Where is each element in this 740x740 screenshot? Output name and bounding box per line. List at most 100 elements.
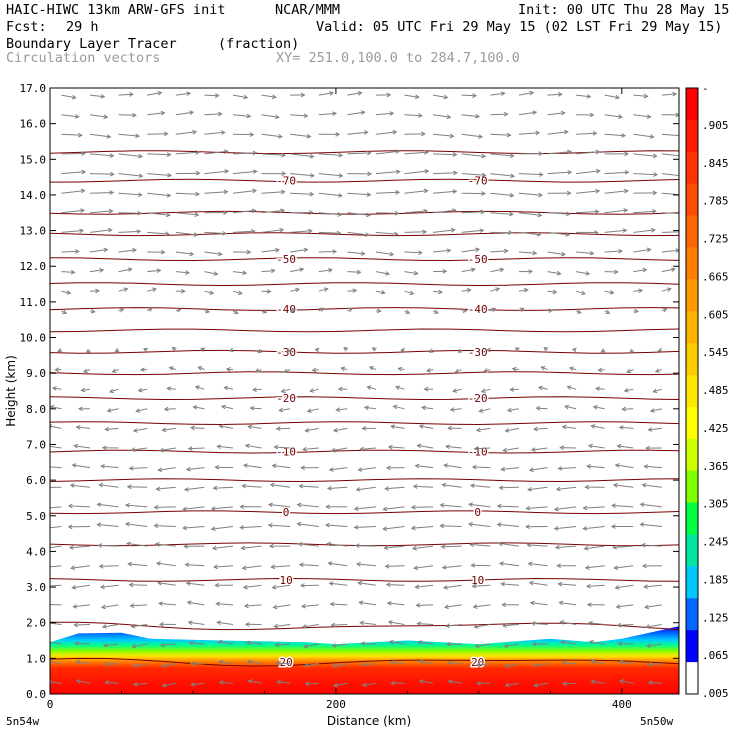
wind-vector-head [497, 541, 503, 547]
wind-vector-head [43, 565, 47, 569]
wind-vector [540, 366, 548, 371]
wind-vector-head [243, 603, 249, 609]
wind-vector-shaft [547, 290, 557, 293]
wind-vector [154, 542, 176, 547]
wind-vector [267, 502, 291, 508]
wind-vector [114, 347, 120, 353]
wind-vector [404, 150, 429, 155]
wind-vector-head [500, 581, 506, 587]
wind-vector [490, 230, 513, 235]
wind-vector-shaft [479, 408, 491, 412]
wind-vector [547, 92, 563, 97]
wind-vector [332, 427, 348, 433]
wind-vector-head [360, 110, 366, 115]
wind-vector-head [449, 407, 455, 412]
wind-vector [261, 208, 286, 214]
wind-vector-shaft [497, 523, 519, 527]
wind-vector [375, 271, 391, 276]
wind-vector [556, 563, 577, 569]
wind-vector-shaft [331, 624, 348, 626]
wind-vector-head [213, 564, 218, 570]
wind-vector [182, 506, 205, 512]
wind-vector-shaft [240, 526, 262, 529]
wind-vector [225, 367, 234, 372]
wind-vector-head [423, 188, 429, 194]
wind-vector-shaft [268, 524, 291, 527]
forecast-hour: 29 h [66, 19, 99, 35]
wind-vector-head [530, 447, 536, 452]
colorbar-swatch [686, 598, 698, 631]
wind-vector-shaft [541, 366, 548, 371]
wind-vector-shaft [358, 582, 376, 586]
contour-line [50, 371, 679, 376]
wind-vector [423, 386, 434, 392]
wind-vector [261, 189, 286, 195]
wind-vector-shaft [302, 624, 319, 628]
wind-vector-head [73, 443, 79, 449]
wind-vector [461, 153, 487, 159]
wind-vector [604, 248, 624, 254]
wind-vector-head [387, 444, 393, 450]
wind-vector [261, 289, 272, 294]
wind-vector [443, 604, 462, 610]
wind-vector-shaft [576, 132, 597, 135]
wind-vector [428, 348, 434, 353]
wind-vector [290, 287, 301, 293]
wind-vector-shaft [619, 426, 634, 429]
wind-vector-head [224, 169, 230, 174]
wind-vector [261, 171, 287, 176]
wind-vector-head [532, 662, 538, 668]
wind-vector [532, 662, 548, 668]
wind-vector [387, 620, 405, 625]
wind-vector [43, 565, 62, 569]
wind-vector [411, 545, 434, 551]
wind-vector [275, 679, 291, 685]
wind-vector-head [510, 173, 516, 179]
wind-vector-head [136, 229, 142, 234]
wind-vector [375, 290, 386, 295]
wind-vector [633, 93, 649, 99]
wind-vector [412, 484, 434, 489]
wind-vector-head [360, 641, 365, 646]
wind-vector-shaft [356, 563, 376, 567]
wind-vector [547, 231, 571, 237]
wind-vector-head [114, 347, 120, 353]
wind-vector-head [254, 368, 260, 373]
wind-vector-head [680, 230, 684, 234]
wind-vector [159, 447, 176, 453]
wind-vector-head [480, 209, 486, 215]
wind-vector-head [329, 91, 335, 96]
x-tick-label: 400 [612, 698, 632, 711]
wind-vector-shaft [576, 211, 599, 214]
wind-vector [61, 309, 68, 314]
wind-vector [280, 388, 291, 394]
wind-vector-shaft [118, 249, 137, 253]
wind-vector-shaft [591, 680, 605, 684]
wind-vector [118, 247, 138, 253]
wind-vector-head [195, 170, 201, 176]
wind-vector-head [273, 444, 279, 450]
wind-vector-head [271, 584, 277, 590]
wind-vector-head [537, 212, 543, 218]
wind-vector [89, 171, 115, 177]
wind-vector-shaft [61, 230, 84, 233]
wind-vector-head [194, 385, 200, 390]
wind-vector [296, 502, 319, 508]
wind-vector-head [468, 502, 473, 508]
wind-vector-shaft [481, 388, 491, 393]
wind-vector [442, 584, 462, 590]
wind-vector-shaft [461, 114, 480, 118]
wind-vector-head [365, 232, 371, 237]
wind-vector-shaft [217, 445, 234, 449]
wind-vector-shaft [433, 172, 457, 175]
wind-vector-head [165, 212, 171, 218]
wind-vector [394, 385, 405, 391]
wind-vector-shaft [528, 486, 548, 491]
wind-vector-head [543, 346, 549, 352]
contour-label: 20 [471, 656, 484, 669]
wind-vector [347, 110, 366, 116]
wind-vector-head [423, 386, 429, 392]
wind-vector [385, 582, 405, 588]
contour-label: -50 [468, 253, 488, 266]
wind-vector-head [498, 485, 504, 491]
